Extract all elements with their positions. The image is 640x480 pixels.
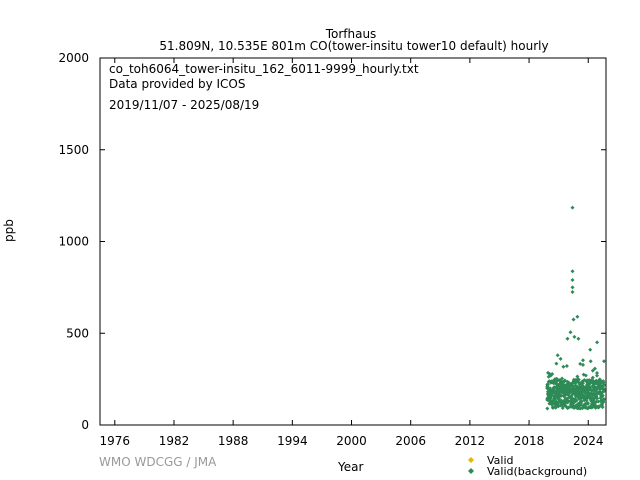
y-tick-label: 1500 — [58, 143, 89, 157]
data-point — [595, 373, 599, 378]
data-point — [561, 364, 566, 369]
data-point — [595, 396, 599, 401]
annotation-period: 2019/11/07 - 2025/08/19 — [109, 98, 259, 112]
data-point — [545, 406, 550, 411]
data-point-outlier — [568, 330, 573, 335]
legend: Valid Valid(background) — [468, 454, 587, 478]
data-point-outlier — [595, 340, 600, 345]
data-point — [576, 377, 581, 382]
data-point-outlier — [570, 269, 575, 274]
data-point — [602, 389, 606, 394]
data-point-outlier — [570, 278, 575, 282]
data-point-outlier — [570, 285, 575, 290]
data-point-outlier — [571, 317, 576, 322]
data-point — [601, 400, 606, 405]
data-point — [575, 374, 580, 379]
data-point — [592, 366, 597, 371]
data-point — [600, 393, 605, 398]
data-point — [602, 359, 606, 364]
y-tick-label: 0 — [81, 418, 89, 432]
data-point — [595, 371, 599, 375]
data-point — [583, 373, 588, 378]
data-point — [560, 376, 564, 381]
data-point-outlier — [570, 205, 575, 210]
data-point — [581, 358, 585, 363]
data-point — [581, 381, 585, 386]
x-tick-label: 2012 — [455, 434, 486, 448]
data-point-outlier — [570, 290, 575, 294]
data-point — [562, 378, 567, 383]
data-point-outlier — [558, 356, 563, 361]
data-point-outlier — [565, 336, 570, 341]
data-point — [546, 382, 550, 387]
data-point — [590, 375, 595, 380]
annotation-provider: Data provided by ICOS — [109, 77, 245, 91]
data-point — [587, 391, 592, 396]
chart-subtitle: 51.809N, 10.535E 801m CO(tower-insitu to… — [159, 39, 549, 53]
data-point — [588, 359, 593, 364]
plot-frame — [99, 57, 607, 426]
data-point — [554, 361, 559, 366]
x-tick-label: 1982 — [159, 434, 190, 448]
data-point-outlier — [575, 314, 580, 319]
x-axis-label: Year — [338, 460, 364, 474]
data-point — [564, 364, 569, 368]
data-point — [602, 397, 606, 402]
data-point — [590, 368, 595, 373]
y-tick-label: 2000 — [58, 51, 89, 65]
data-point — [548, 386, 553, 391]
data-point — [597, 404, 602, 409]
data-point — [585, 401, 590, 405]
data-point — [597, 377, 602, 382]
annotation-filename: co_toh6064_tower-insitu_162_6011-9999_ho… — [109, 62, 419, 76]
data-point — [579, 399, 584, 404]
data-point — [574, 398, 579, 403]
y-axis-label: ppb — [2, 219, 16, 242]
legend-label-valid: Valid — [487, 454, 514, 467]
watermark: WMO WDCGG / JMA — [99, 455, 217, 469]
legend-marker-background — [468, 468, 474, 474]
data-point — [600, 405, 605, 410]
x-tick-label: 2006 — [395, 434, 426, 448]
data-point-outlier — [555, 353, 560, 358]
y-tick-label: 500 — [66, 326, 89, 340]
x-tick-label: 2024 — [573, 434, 604, 448]
x-tick-label: 1994 — [277, 434, 308, 448]
x-tick-label: 2000 — [336, 434, 367, 448]
x-tick-label: 1976 — [100, 434, 131, 448]
y-tick-label: 1000 — [58, 235, 89, 249]
x-tick-label: 1988 — [218, 434, 249, 448]
data-point — [550, 372, 555, 376]
data-point-outlier — [572, 334, 577, 339]
chart-title: Torfhaus — [325, 27, 377, 41]
data-point-outlier — [588, 347, 593, 352]
data-point — [602, 383, 606, 388]
x-tick-label: 2018 — [514, 434, 545, 448]
data-point-outlier — [576, 336, 581, 341]
data-point — [581, 362, 585, 367]
legend-label-background: Valid(background) — [487, 465, 587, 478]
legend-marker-valid — [468, 457, 474, 463]
